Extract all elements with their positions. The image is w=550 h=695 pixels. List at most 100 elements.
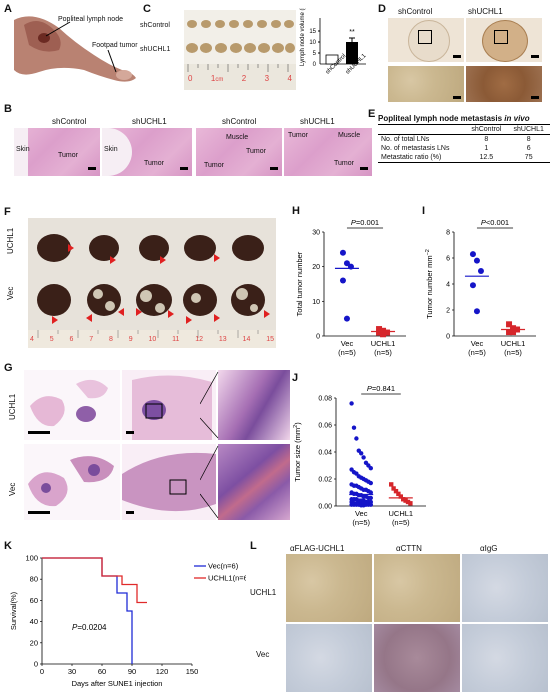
y-axis-label: Tumor size (mm2) [293,422,302,482]
svg-text:15: 15 [309,29,316,35]
data-point-uchl1 [398,494,403,499]
panel-label-g: G [4,362,13,374]
x-group-label: Vec [341,339,354,348]
data-point-vec [473,257,480,264]
n-label: (n=5) [352,518,370,527]
ihc-lowmag-shuchl1 [466,18,542,62]
x-group-label: UCHL1 [371,339,396,348]
y-axis-label: Tumor number mm−2 [425,249,434,319]
f-ruler-5: 5 [49,336,54,343]
svg-text:Lymph node volume (mm³): Lymph node volume (mm³) [300,8,306,66]
y-tick-label: 20 [30,638,38,647]
y-tick-label: 0 [34,660,38,669]
y-tick-label: 0.06 [318,423,332,430]
row-label-shuchl1: shUCHL1 [140,46,171,53]
data-point-uchl1 [396,491,401,497]
n-label: (n=5) [338,348,356,357]
table-header-row: shControl shUCHL1 [471,126,544,133]
ruler-label-3: 3 [264,74,270,83]
g-row-vec: Vec [8,482,17,496]
panel-label-c: C [143,3,151,15]
ihc-highmag-shcontrol [388,66,464,102]
panel-label-i: I [422,205,426,217]
l-header-cttn: αCTTN [396,544,422,553]
survival-curve-uchl1 [42,557,147,604]
he-image-4: Tumor Muscle Tumor [284,128,372,176]
annotation-popliteal: Popliteal lymph node [58,16,123,23]
chart-j: 0.00 0.02 0.04 0.06 0.08 Tumor size (mm2) Vec U… [293,384,426,527]
data-point-vec [351,425,357,430]
x-tick-label: 90 [128,667,136,676]
x-tick-label: 0 [40,667,44,676]
g-lung-uchl1-high [218,370,290,440]
data-point-vec [361,455,366,460]
p-value: P=0.841 [367,384,395,393]
panel-label-e: E [368,108,376,120]
panel-label-a: A [4,3,12,15]
table-row: Metastatic ratio (%) 12.5 75 [378,153,550,163]
y-tick-label: 4 [446,282,450,289]
data-point-vec [368,490,373,495]
n-label: (n=5) [504,348,522,357]
l-row-uchl1: UCHL1 [250,588,277,597]
y-tick-label: 80 [30,575,38,584]
table-row: No. of total LNs 8 8 [378,134,550,145]
data-point-uchl1 [510,329,517,336]
n-label: (n=5) [392,518,410,527]
g-row-uchl1: UCHL1 [8,393,17,420]
y-tick-label: 0 [446,334,450,341]
ruler-label-1: 1cm [210,74,224,83]
ruler-label-0: 0 [188,74,193,83]
data-point-vec [368,502,373,507]
p-value: P<0.001 [481,218,509,227]
y-tick-label: 100 [25,554,38,563]
legend-label: Vec(n=6) [208,562,239,571]
x-group-label: UCHL1 [501,339,526,348]
data-point-uchl1 [510,325,517,332]
row-label-shcontrol: shControl [140,22,170,29]
panel-label-b: B [4,103,12,115]
data-point-uchl1 [403,498,408,503]
panel-label-l: L [250,540,257,552]
data-point-uchl1 [393,488,399,494]
f-ruler-7: 7 [89,336,94,343]
y-tick-label: 0 [316,334,320,341]
y-tick-label: 0.04 [318,450,332,457]
y-tick-label: 0.02 [318,477,332,484]
b-header-1: shControl [52,117,87,126]
he-image-2: Skin Tumor [102,128,192,176]
y-tick-label: 60 [30,596,38,605]
data-point-vec [339,277,346,284]
he-image-1: Skin Tumor [14,128,100,176]
f-row-uchl1: UCHL1 [6,227,15,254]
data-point-uchl1 [506,321,513,328]
x-group-label: Vec [471,339,484,348]
data-point-uchl1 [389,482,394,487]
svg-text:10: 10 [309,40,316,46]
y-tick-label: 10 [312,299,320,306]
g-lung-vec-low [24,444,120,520]
panel-label-k: K [4,540,12,552]
n-label: (n=5) [468,348,486,357]
ihc-highmag-shuchl1 [466,66,542,102]
l-ihc-uchl1-igg [462,554,548,622]
y-tick-label: 8 [446,230,450,237]
l-ihc-uchl1-flag [286,554,372,622]
lymph-node-photo: 0 1cm 2 3 4 [184,10,296,90]
x-tick-label: 120 [156,667,169,676]
chart-k: 0 20 40 60 80 100 0 30 60 90 120 150 Survival(%) Days… [9,554,246,689]
data-point-vec [361,503,366,508]
l-header-flag: αFLAG-UCHL1 [290,544,345,553]
b-header-4: shUCHL1 [300,117,335,126]
y-tick-label: 0.00 [318,504,332,511]
g-lung-uchl1-low [24,370,120,440]
data-point-vec [349,401,354,406]
lung-photo: 4 5 6 7 8 9 10 11 12 13 14 15 [28,218,276,348]
col-header-shuchl1: shUCHL1 [468,7,503,16]
data-point-vec [339,249,346,256]
y-tick-label: 20 [312,264,320,271]
data-point-uchl1 [380,327,387,334]
